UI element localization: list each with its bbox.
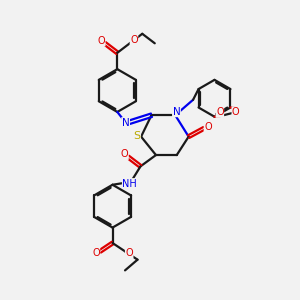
Text: O: O (125, 248, 133, 258)
Text: O: O (121, 149, 128, 160)
Text: O: O (92, 248, 100, 258)
Text: NH: NH (122, 178, 137, 189)
Text: O: O (204, 122, 212, 132)
Text: N: N (172, 107, 180, 117)
Text: O: O (216, 107, 224, 117)
Text: N: N (122, 118, 130, 128)
Text: S: S (134, 131, 140, 141)
Text: O: O (130, 35, 138, 45)
Text: O: O (232, 107, 240, 117)
Text: O: O (98, 36, 105, 46)
